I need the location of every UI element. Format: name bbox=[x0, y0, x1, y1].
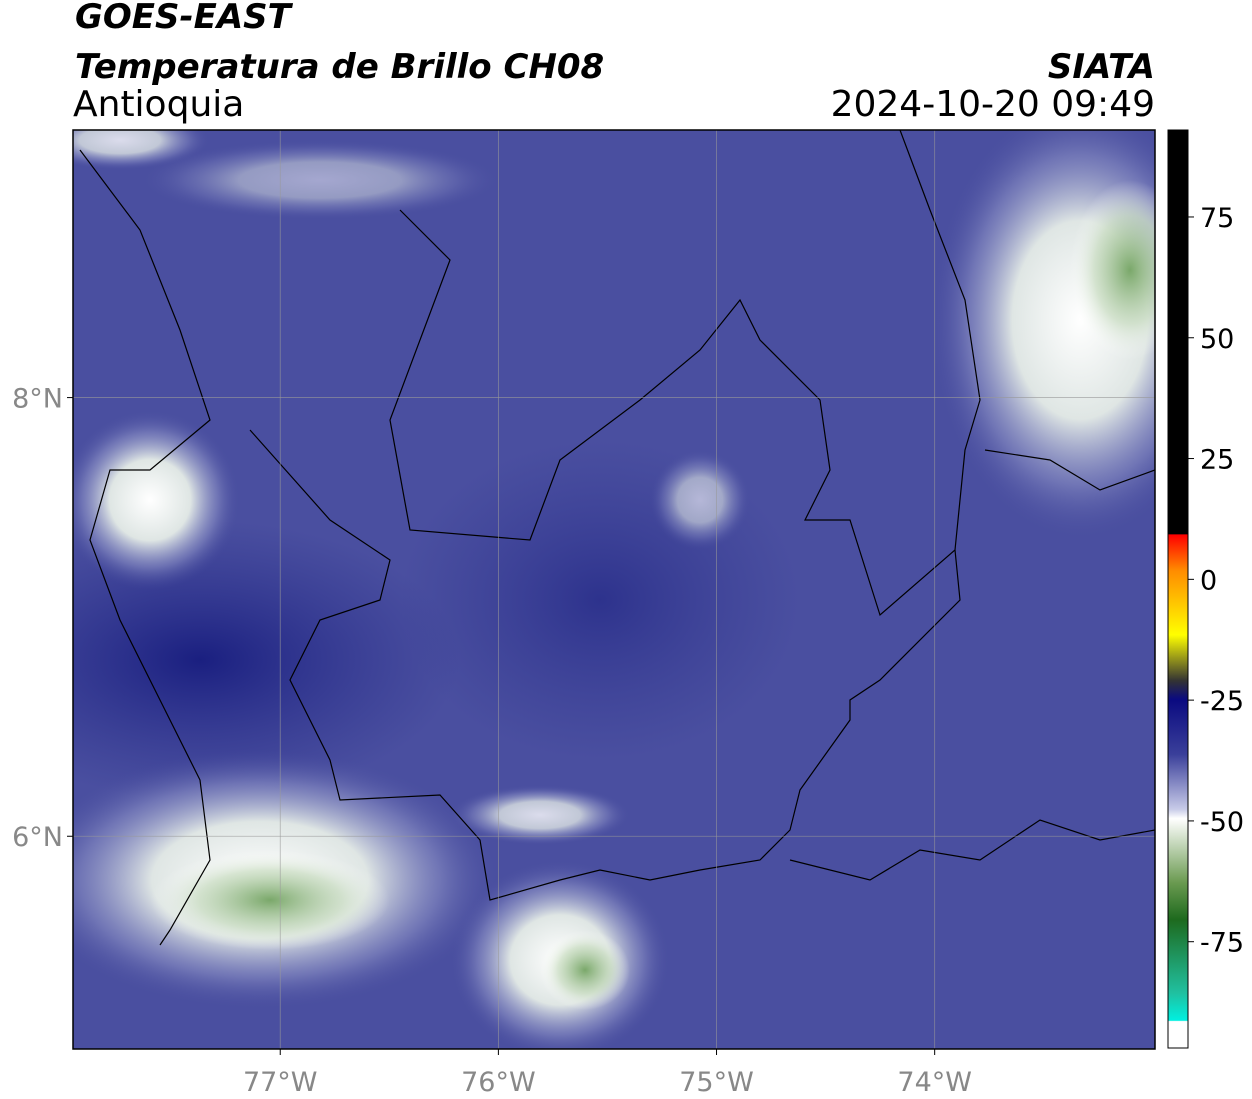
grid bbox=[73, 130, 1155, 1049]
colorbar-tick-label: -75 bbox=[1200, 928, 1244, 959]
colorbar-tick-label: -25 bbox=[1200, 686, 1244, 717]
map-image bbox=[73, 130, 1155, 1049]
map-frame bbox=[72, 129, 1156, 1050]
x-tick-label: 77°W bbox=[243, 1067, 318, 1098]
datetime: 2024-10-20 09:49 bbox=[831, 84, 1155, 125]
colorbar-tick-label: 25 bbox=[1200, 445, 1234, 476]
colorbar-tick-label: 0 bbox=[1200, 565, 1217, 596]
colorbar-tick-label: 50 bbox=[1200, 324, 1234, 355]
subtitle: Temperatura de Brillo CH08 bbox=[75, 47, 604, 87]
y-tick-label: 6°N bbox=[12, 822, 63, 853]
x-tick-label: 75°W bbox=[679, 1067, 754, 1098]
colorbar-tick-label: 75 bbox=[1200, 203, 1234, 234]
x-tick-label: 76°W bbox=[461, 1067, 536, 1098]
colorbar-tick-label: -50 bbox=[1200, 807, 1244, 838]
y-tick-label: 8°N bbox=[12, 384, 63, 415]
region: Antioquia bbox=[73, 84, 244, 125]
source: SIATA bbox=[1048, 47, 1155, 87]
x-tick-label: 74°W bbox=[897, 1067, 972, 1098]
title: GOES-EAST bbox=[75, 0, 294, 37]
colorbar bbox=[1167, 129, 1189, 1049]
